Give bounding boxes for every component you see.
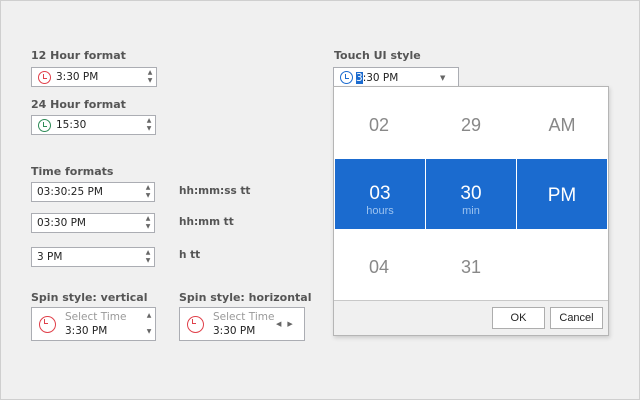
clock-icon [38, 118, 51, 132]
spin-buttons-horizontal[interactable]: ◀▶ [276, 320, 299, 328]
time-value: 03:30 PM [37, 217, 86, 229]
time-value: 3:30 PM [65, 325, 108, 337]
label-12-hour: 12 Hour format [31, 49, 126, 62]
minute-prev[interactable]: 29 [460, 115, 482, 135]
format-string: h tt [179, 249, 201, 261]
dropdown-arrow-icon[interactable]: ▼ [440, 73, 446, 82]
time-edit-format-3[interactable]: 3 PM ▲ ▼ [31, 247, 155, 267]
minute-selected[interactable]: 30 min [426, 159, 516, 229]
time-edit-format-1[interactable]: 03:30:25 PM ▲ ▼ [31, 182, 155, 202]
time-edit-spin-horizontal[interactable]: Select Time 3:30 PM ◀▶ [179, 307, 305, 341]
touch-time-picker: 02 29 AM 03 hours 30 min PM 04 31 OK Cance… [333, 86, 609, 336]
label-spin-vertical: Spin style: vertical [31, 291, 148, 304]
minute-next[interactable]: 31 [460, 257, 482, 277]
time-value: :30 PM [362, 71, 399, 84]
time-edit-format-2[interactable]: 03:30 PM ▲ ▼ [31, 213, 155, 233]
time-value: 3:30 PM [56, 71, 99, 83]
time-edit-12-hour[interactable]: 3:30 PM ▲ ▼ [31, 67, 157, 87]
minute-value: 30 [460, 183, 482, 204]
time-edit-spin-vertical[interactable]: Select Time 3:30 PM ▲ ▼ [31, 307, 156, 341]
hour-unit: hours [366, 205, 394, 217]
format-string: hh:mm:ss tt [179, 185, 251, 197]
time-edit-24-hour[interactable]: 15:30 ▲ ▼ [31, 115, 156, 135]
minute-unit: min [462, 205, 480, 217]
spin-buttons[interactable]: ▲ ▼ [146, 117, 152, 132]
hour-value: 03 [369, 183, 391, 204]
hour-next[interactable]: 04 [368, 257, 390, 277]
clock-icon [39, 315, 56, 333]
clock-icon [38, 70, 51, 84]
label-24-hour: 24 Hour format [31, 98, 126, 111]
label-touch-ui: Touch UI style [334, 49, 421, 62]
time-value: 3:30 PM [213, 325, 256, 337]
period-value: PM [547, 185, 577, 206]
spin-buttons[interactable]: ▲ ▼ [146, 312, 152, 335]
label-spin-horizontal: Spin style: horizontal [179, 291, 312, 304]
time-edit-touch[interactable]: 3:30 PM ▼ [333, 67, 459, 87]
spin-buttons[interactable]: ▲ ▼ [145, 215, 151, 230]
ok-button[interactable]: OK [492, 307, 545, 329]
format-string: hh:mm tt [179, 216, 234, 228]
time-value: 03:30:25 PM [37, 186, 103, 198]
hour-prev[interactable]: 02 [368, 115, 390, 135]
stopwatch-icon [340, 71, 353, 84]
time-value: 3 PM [37, 251, 63, 263]
time-value: 15:30 [56, 119, 87, 131]
placeholder: Select Time [65, 311, 127, 323]
hour-selected[interactable]: 03 hours [335, 159, 425, 229]
clock-icon [187, 315, 204, 333]
selected-hour: 3 [356, 71, 363, 84]
spin-buttons[interactable]: ▲ ▼ [147, 69, 153, 84]
spin-buttons[interactable]: ▲ ▼ [145, 249, 151, 264]
period-prev[interactable]: AM [548, 115, 576, 135]
spin-buttons[interactable]: ▲ ▼ [145, 184, 151, 199]
label-time-formats: Time formats [31, 165, 114, 178]
cancel-button[interactable]: Cancel [550, 307, 603, 329]
period-selected[interactable]: PM [517, 159, 607, 229]
picker-footer: OK Cancel [334, 300, 608, 335]
placeholder: Select Time [213, 311, 275, 323]
